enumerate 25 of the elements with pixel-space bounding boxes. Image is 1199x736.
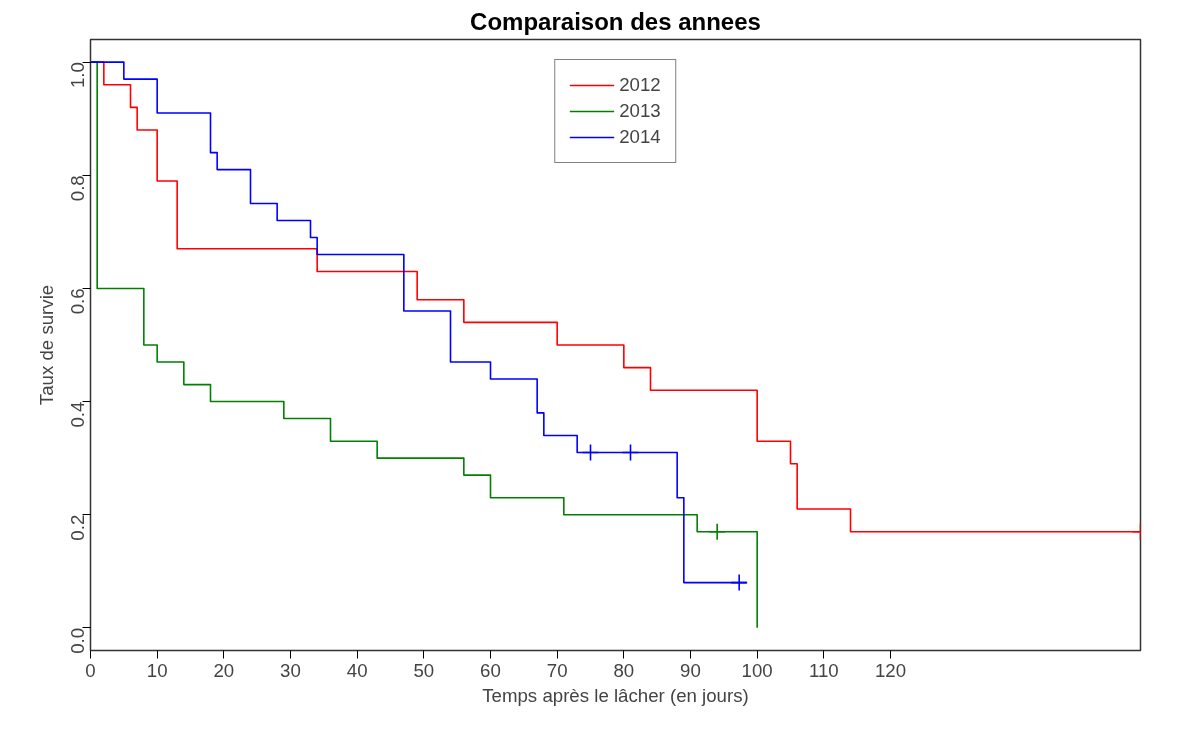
legend-label: 2012: [619, 74, 661, 96]
x-tick-label: 30: [280, 659, 301, 681]
x-tick-label: 120: [874, 659, 907, 681]
x-tick-label: 20: [213, 659, 235, 681]
legend-label: 2014: [619, 126, 661, 148]
y-tick-label: 0.0: [67, 627, 88, 654]
x-tick-label: 90: [680, 659, 701, 681]
x-tick-label: 10: [146, 659, 168, 681]
x-tick-label: 0: [85, 659, 96, 681]
y-tick-label: 0.2: [67, 514, 88, 541]
y-axis-title: Taux de survie: [35, 284, 57, 406]
y-tick-label: 0.8: [67, 175, 88, 202]
x-axis-title: Temps après le lâcher (en jours): [482, 684, 749, 706]
y-tick-label: 0.4: [67, 401, 88, 428]
x-tick-label: 110: [808, 659, 839, 681]
x-tick-label: 50: [413, 659, 435, 681]
x-tick-label: 100: [741, 659, 773, 681]
legend-label: 2013: [619, 100, 661, 122]
x-tick-label: 40: [346, 659, 368, 681]
x-tick-label: 70: [546, 659, 568, 681]
y-tick-label: 0.6: [67, 288, 88, 315]
x-tick-label: 60: [480, 659, 501, 681]
chart-title: Comparaison des annees: [470, 7, 761, 35]
y-tick-label: 1.0: [67, 62, 88, 89]
x-tick-label: 80: [613, 659, 635, 681]
